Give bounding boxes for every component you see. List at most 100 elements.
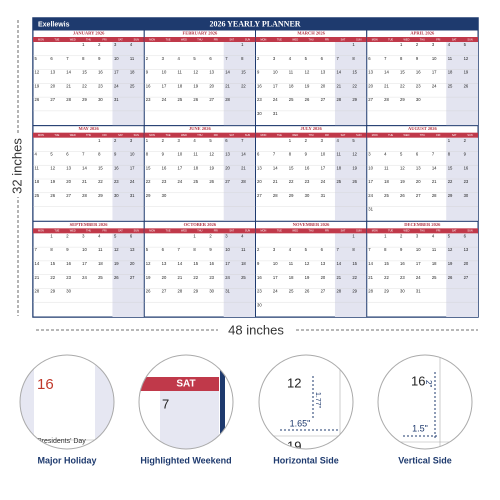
- weekend-shade: [334, 137, 367, 222]
- day-number: 24: [162, 97, 167, 102]
- day-number: 11: [98, 247, 103, 252]
- day-number: 15: [193, 261, 198, 266]
- day-number: 22: [448, 179, 453, 184]
- day-number: 21: [225, 83, 230, 88]
- weekday: THU: [197, 38, 202, 41]
- planner-title: 2026 YEARLY PLANNER: [209, 19, 300, 28]
- feature-circle: [377, 354, 473, 450]
- day-number: 17: [130, 165, 135, 170]
- day-number: 18: [336, 165, 341, 170]
- day-number: 4: [98, 233, 101, 238]
- day-number: 12: [448, 247, 453, 252]
- weekday: THU: [197, 230, 202, 233]
- day-number: 15: [82, 70, 87, 75]
- day-number: 3: [114, 42, 117, 47]
- weekday: SAT: [229, 38, 234, 41]
- weekday: MON: [149, 230, 155, 233]
- feature-label: Horizontal Side: [273, 455, 339, 465]
- day-number: 25: [98, 275, 103, 280]
- day-number: 20: [257, 179, 262, 184]
- day-number: 31: [114, 97, 119, 102]
- feature-label: Major Holiday: [37, 455, 96, 465]
- day-number: 1: [352, 233, 355, 238]
- weekday: FRI: [436, 230, 440, 233]
- day-number: 8: [289, 152, 292, 157]
- day-number: 9: [257, 261, 260, 266]
- feature-weekend: SAT 7: [139, 355, 233, 449]
- day-number: 24: [82, 275, 87, 280]
- day-number: 21: [66, 83, 71, 88]
- day-number: 7: [241, 138, 244, 143]
- day-number: 26: [448, 275, 453, 280]
- day-number: 16: [257, 83, 262, 88]
- day-number: 4: [241, 233, 244, 238]
- day-number: 16: [416, 70, 421, 75]
- day-number: 26: [35, 97, 40, 102]
- month-title: JUNE 2026: [189, 126, 212, 131]
- day-number: 14: [336, 70, 341, 75]
- day-number: 9: [257, 70, 260, 75]
- cell: [378, 355, 472, 449]
- day-number: 6: [321, 56, 324, 61]
- day-number: 21: [432, 179, 437, 184]
- day-number: 5: [464, 42, 467, 47]
- day-number: 13: [50, 70, 55, 75]
- day-number: 11: [448, 56, 453, 61]
- feature-circle: [138, 354, 234, 450]
- day-number: 14: [432, 165, 437, 170]
- weekend-shade: [223, 42, 256, 126]
- day: 12: [287, 375, 301, 390]
- weekday-band: [139, 377, 219, 391]
- day-number: 12: [114, 247, 119, 252]
- day-number: 23: [400, 275, 405, 280]
- weekday: THU: [309, 134, 314, 137]
- day-number: 25: [432, 275, 437, 280]
- day-number: 8: [400, 56, 403, 61]
- day-number: 31: [273, 111, 278, 116]
- month-title: JULY 2026: [300, 126, 322, 131]
- day-number: 18: [98, 261, 103, 266]
- day-number: 27: [209, 97, 214, 102]
- day-number: 13: [321, 70, 326, 75]
- day-number: 16: [114, 165, 119, 170]
- weekday: TUE: [54, 38, 59, 41]
- day-number: 6: [162, 247, 165, 252]
- month-title: APRIL 2026: [410, 31, 435, 36]
- day-number: 17: [273, 275, 278, 280]
- day-number: 14: [336, 261, 341, 266]
- weekend-shade: [223, 233, 256, 317]
- day-number: 13: [321, 261, 326, 266]
- day-number: 29: [400, 97, 405, 102]
- weekend-shade: [112, 137, 145, 222]
- height-label-bg: [8, 135, 28, 197]
- day-number: 28: [82, 193, 87, 198]
- day-number: 27: [368, 97, 373, 102]
- day-number: 29: [193, 289, 198, 294]
- day-number: 20: [209, 83, 214, 88]
- day-number: 2: [305, 138, 308, 143]
- day-number: 6: [66, 152, 69, 157]
- day-number: 26: [352, 179, 357, 184]
- day-number: 21: [273, 179, 278, 184]
- day-number: 10: [114, 56, 119, 61]
- day-number: 5: [400, 152, 403, 157]
- width-label-bg: [218, 321, 294, 339]
- weekday: TUE: [166, 38, 171, 41]
- day-number: 23: [98, 83, 103, 88]
- day-number: 16: [146, 83, 151, 88]
- day-number: 12: [146, 261, 151, 266]
- weekend-shade: [112, 233, 145, 317]
- weekday: FRI: [325, 134, 329, 137]
- day-number: 30: [209, 289, 214, 294]
- day-number: 18: [448, 70, 453, 75]
- day-number: 2: [66, 233, 69, 238]
- day-number: 14: [35, 261, 40, 266]
- day-number: 17: [273, 83, 278, 88]
- day-number: 14: [82, 165, 87, 170]
- day-number: 5: [146, 247, 149, 252]
- day-number: 1: [400, 42, 403, 47]
- day-number: 24: [130, 179, 135, 184]
- day-number: 9: [305, 152, 308, 157]
- weekday: THU: [86, 230, 91, 233]
- day-number: 14: [178, 261, 183, 266]
